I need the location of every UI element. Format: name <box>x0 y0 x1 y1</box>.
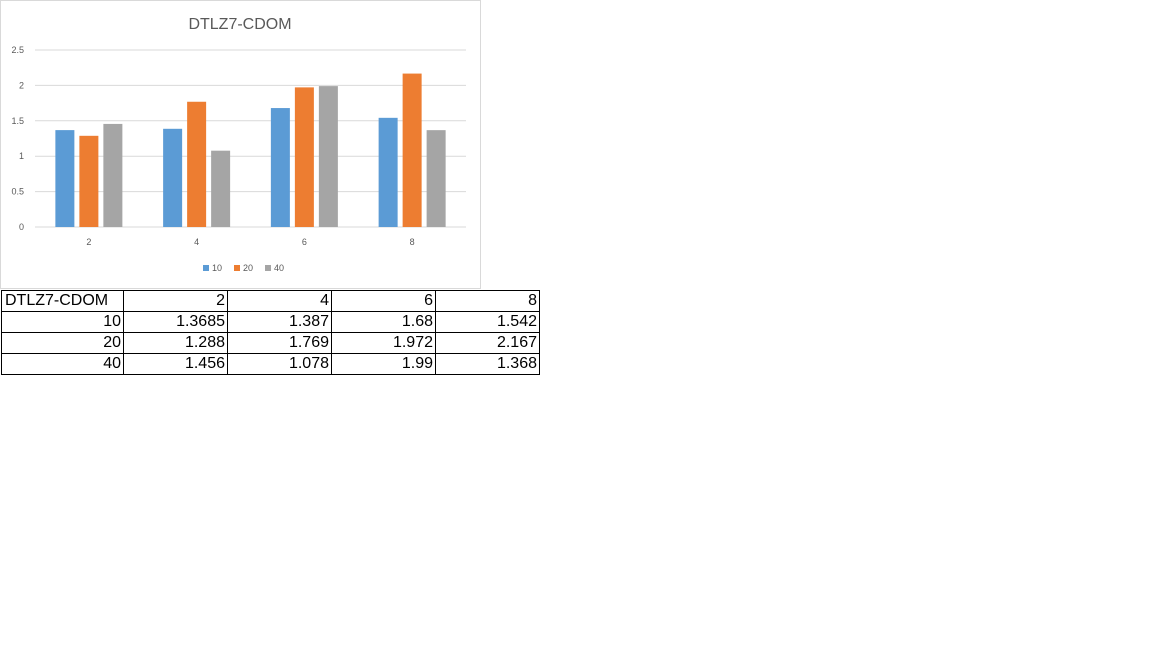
bar-series-10[interactable] <box>163 128 183 227</box>
bar-series-20[interactable] <box>402 73 422 227</box>
table-row: 40 1.456 1.078 1.99 1.368 <box>1 353 540 375</box>
x-tick-label: 6 <box>302 237 307 247</box>
table-cell[interactable]: 1.99 <box>331 353 436 375</box>
table-cell[interactable]: 1.542 <box>435 311 540 333</box>
table-row-label[interactable]: 40 <box>1 353 124 375</box>
legend-label: 20 <box>243 263 253 273</box>
table-cell[interactable]: 1.078 <box>227 353 332 375</box>
table-cell[interactable]: 1.387 <box>227 311 332 333</box>
table-cell[interactable]: 1.972 <box>331 332 436 354</box>
legend-swatch <box>234 265 240 271</box>
bar-series-10[interactable] <box>55 130 75 227</box>
data-table: DTLZ7-CDOM 2 4 6 8 10 1.3685 1.387 1.68 … <box>1 290 540 375</box>
x-tick-label: 4 <box>194 237 199 247</box>
table-corner-cell[interactable]: DTLZ7-CDOM <box>1 290 124 312</box>
table-cell[interactable]: 1.456 <box>123 353 228 375</box>
table-header-cell[interactable]: 2 <box>123 290 228 312</box>
y-tick-label: 2 <box>19 80 24 90</box>
bar-series-20[interactable] <box>187 101 207 227</box>
table-row-label[interactable]: 10 <box>1 311 124 333</box>
legend-swatch <box>203 265 209 271</box>
table-header-cell[interactable]: 6 <box>331 290 436 312</box>
legend-label: 40 <box>274 263 284 273</box>
bar-series-40[interactable] <box>318 86 338 227</box>
bar-series-10[interactable] <box>270 108 290 227</box>
bar-chart: DTLZ7-CDOM 0 0.5 1 1.5 2 2.5 2 4 6 8 10 20 40 <box>11 16 466 273</box>
bar-series-40[interactable] <box>103 123 123 227</box>
x-tick-label: 8 <box>410 237 415 247</box>
table-cell[interactable]: 1.3685 <box>123 311 228 333</box>
y-tick-label: 1.5 <box>11 116 24 126</box>
table-cell[interactable]: 1.368 <box>435 353 540 375</box>
y-tick-label: 0 <box>19 222 24 232</box>
table-header-cell[interactable]: 4 <box>227 290 332 312</box>
y-tick-label: 1 <box>19 151 24 161</box>
bar-series-40[interactable] <box>426 130 446 227</box>
y-tick-label: 0.5 <box>11 187 24 197</box>
bar-series-20[interactable] <box>294 87 314 227</box>
bar-series-20[interactable] <box>79 135 99 227</box>
legend-label: 10 <box>212 263 222 273</box>
table-header-cell[interactable]: 8 <box>435 290 540 312</box>
table-cell[interactable]: 1.68 <box>331 311 436 333</box>
y-tick-label: 2.5 <box>11 45 24 55</box>
table-row: 20 1.288 1.769 1.972 2.167 <box>1 332 540 354</box>
chart-title: DTLZ7-CDOM <box>188 16 291 33</box>
table-cell[interactable]: 1.769 <box>227 332 332 354</box>
x-tick-label: 2 <box>86 237 91 247</box>
table-row: 10 1.3685 1.387 1.68 1.542 <box>1 311 540 333</box>
bar-series-40[interactable] <box>211 150 231 227</box>
table-cell[interactable]: 1.288 <box>123 332 228 354</box>
table-cell[interactable]: 2.167 <box>435 332 540 354</box>
table-row-label[interactable]: 20 <box>1 332 124 354</box>
legend-swatch <box>265 265 271 271</box>
table-header-row: DTLZ7-CDOM 2 4 6 8 <box>1 290 540 312</box>
bar-series-10[interactable] <box>378 117 398 227</box>
